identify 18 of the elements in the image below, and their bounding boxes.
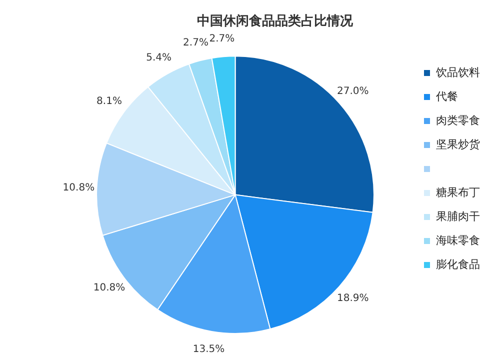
data-label: 27.0% [336, 86, 369, 97]
legend-label: 肉类零食 [436, 114, 480, 127]
data-label: 13.5% [192, 344, 225, 355]
legend-label: 海味零食 [436, 234, 480, 247]
legend-label: 坚果炒货 [436, 138, 480, 151]
legend-label: 糖果布丁 [436, 186, 480, 199]
legend-label: 果脯肉干 [436, 210, 480, 223]
chart-title: 中国休闲食品品类占比情况 [197, 14, 354, 30]
legend-label: 膨化食品 [436, 258, 480, 271]
legend-label: 饮品饮料 [435, 66, 480, 79]
legend-label: 代餐 [435, 90, 458, 103]
data-label: 2.7% [183, 38, 208, 49]
data-label: 10.8% [62, 182, 95, 194]
data-label: 2.7% [209, 33, 235, 44]
data-label: 10.8% [93, 282, 126, 294]
data-label: 8.1% [96, 96, 122, 108]
data-label: 18.9% [336, 292, 369, 304]
data-label: 5.4% [146, 52, 172, 64]
